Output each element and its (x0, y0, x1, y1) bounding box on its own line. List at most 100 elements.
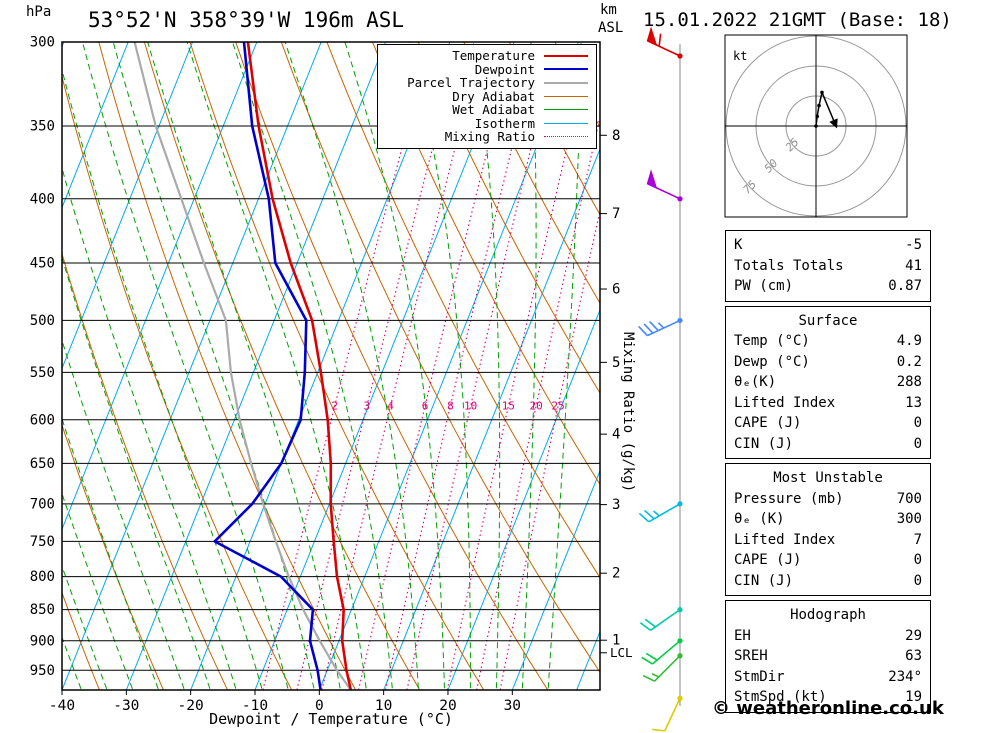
temp-tick-label: -40 (49, 698, 75, 714)
stats-section-title: Hodograph (790, 607, 866, 623)
wind-barb (642, 653, 683, 682)
legend-item-isotherm: Isotherm (378, 116, 588, 131)
stats-value: 288 (896, 374, 922, 390)
mixing-ratio-line (357, 59, 511, 690)
legend-item-label: Mixing Ratio (444, 129, 535, 145)
stats-row: CAPE (J) 0 (734, 550, 922, 571)
stats-section-title: Surface (798, 312, 858, 329)
dry-adiabat-line (62, 252, 229, 690)
stats-value: 234° (888, 668, 922, 685)
km-tick-label: 3 (612, 497, 620, 513)
pressure-tick-label: 800 (30, 569, 55, 585)
stats-row: EH 29 (734, 626, 922, 647)
pressure-tick-label: 650 (30, 456, 55, 472)
wet-adiabat-line (62, 417, 160, 690)
stats-value: 63 (905, 648, 922, 664)
stats-row: K -5 (734, 235, 922, 256)
stats-row: Temp (°C) 4.9 (734, 331, 922, 352)
stats-value: 0 (913, 572, 922, 589)
wet-adiabat-line (62, 255, 211, 690)
stats-label: PW (cm) (734, 278, 794, 294)
mixing-ratio-value-label: 3 (364, 400, 371, 413)
pressure-tick-label: 350 (30, 119, 55, 135)
isotherm-line (62, 42, 258, 531)
pressure-tick-label: 400 (30, 191, 55, 207)
wind-barb (641, 638, 683, 665)
mixing-ratio-line (446, 59, 588, 690)
temp-tick-label: 10 (375, 698, 392, 714)
temp-tick-label: 0 (315, 698, 324, 714)
stats-label: Lifted Index (734, 394, 836, 411)
isotherm-line (125, 42, 386, 690)
wind-barb (646, 26, 683, 59)
datetime-title: 15.01.2022 21GMT (Base: 18) (643, 9, 952, 31)
pressure-tick-label: 850 (30, 602, 55, 618)
wet-adiabat-line (232, 42, 393, 690)
stats-row: SREH 63 (734, 646, 922, 667)
km-tick-label: 6 (612, 282, 620, 298)
stats-value: 700 (896, 490, 922, 507)
mixing-ratio-value-label: 10 (464, 400, 477, 413)
stats-value: 41 (905, 257, 922, 274)
legend-item-wet-adiabat: Wet Adiabat (378, 102, 588, 118)
stats-row: StmDir 234° (734, 667, 922, 688)
stats-label: Dewp (°C) (734, 353, 810, 370)
pressure-tick-label: 500 (30, 313, 55, 329)
stats-row: Dewp (°C) 0.2 (734, 352, 922, 373)
stats-row: Lifted Index 13 (734, 393, 922, 414)
plot-border (61, 41, 601, 691)
mixing-ratio-value-label: 25 (552, 400, 565, 413)
stats-row: θₑ (K) 300 (734, 509, 922, 530)
legend-item-dry-adiabat: Dry Adiabat (378, 89, 588, 104)
pressure-tick-label: 950 (30, 663, 55, 679)
legend-item-dewpoint: Dewpoint (378, 62, 588, 77)
mixing-ratio-value-label: 6 (422, 400, 429, 413)
stats-row: StmSpd (kt) 19 (734, 687, 922, 708)
pressure-tick-label: 300 (30, 35, 55, 51)
wet-adiabat-line (0, 42, 7, 698)
temp-tick-label: -20 (178, 698, 204, 714)
height-axis-km-label: km (600, 2, 617, 18)
mixing-ratio-value-label: 20 (530, 400, 543, 413)
temp-tick-label: 30 (504, 698, 521, 714)
stats-label: StmSpd (kt) (734, 689, 827, 705)
stats-label: CAPE (J) (734, 415, 802, 431)
hodograph-storm-arrowhead (829, 118, 838, 129)
skewt-background-lines (0, 42, 600, 698)
isotherm-line (254, 42, 515, 690)
stats-box-surface: Surface Temp (°C) 4.9 Dewp (°C) 0.2 θₑ(K) 288 L… (725, 305, 931, 459)
stats-row: PW (cm) 0.87 (734, 276, 922, 297)
km-tick-label: 1 (612, 633, 620, 649)
wind-barb-column (638, 26, 683, 732)
pressure-axis-unit-label: hPa (26, 4, 52, 20)
legend-item-label: Wet Adiabat (452, 102, 535, 118)
stats-value: 0 (913, 415, 922, 431)
stats-value: 29 (905, 627, 922, 644)
temp-tick-label: 20 (439, 698, 456, 714)
dewpoint-curve (213, 42, 322, 690)
legend-line-swatch (544, 54, 588, 57)
stats-box-most-unstable: Most Unstable Pressure (mb) 700 θₑ (K) 300 Li… (725, 463, 931, 596)
wet-adiabat-line (82, 42, 289, 690)
isotherm-line (318, 42, 579, 690)
stats-box-indices: K -5 Totals Totals 41 PW (cm) 0.87 (725, 230, 931, 302)
km-tick-label: 8 (612, 128, 620, 144)
isotherm-line (511, 469, 600, 690)
pressure-tick-label: 700 (30, 496, 55, 512)
legend-line-swatch (544, 136, 588, 138)
legend-item-label: Temperature (452, 48, 535, 64)
stats-value: 0.87 (888, 278, 922, 294)
stats-label: K (734, 237, 743, 253)
stats-value: 7 (913, 531, 922, 548)
km-tick-label: 4 (612, 427, 620, 443)
pressure-tick-label: 600 (30, 412, 55, 428)
pressure-tick-label: 750 (30, 534, 55, 550)
isotherm-line (447, 308, 600, 690)
dry-adiabat-line (189, 42, 485, 690)
mixing-ratio-value-label: 8 (447, 400, 454, 413)
stats-label: StmDir (734, 668, 785, 685)
parcel-trajectory-curve (133, 42, 352, 690)
dry-adiabat-line (417, 42, 600, 395)
mixing-ratio-line (262, 59, 426, 690)
